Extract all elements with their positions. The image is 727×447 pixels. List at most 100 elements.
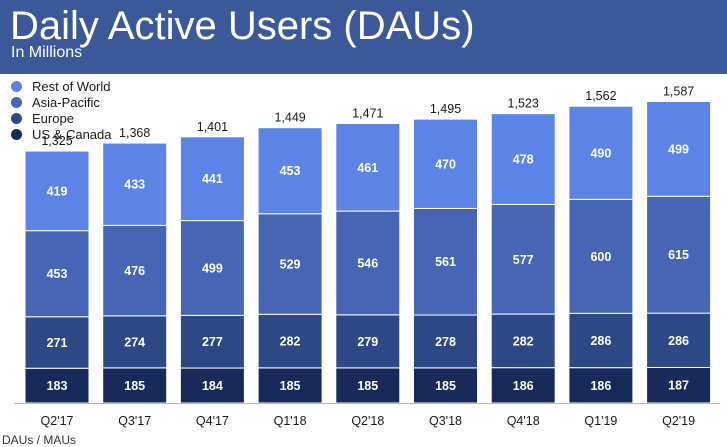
bar-value-label: 271 [47, 336, 68, 350]
bar-value-label: 185 [357, 379, 378, 393]
bar-value-label: 546 [357, 256, 378, 270]
bar-value-label: 453 [47, 267, 68, 281]
x-tick-label: Q4'18 [507, 414, 540, 428]
bar-segment-asia-pacific [257, 213, 323, 315]
bar-segment-rest-of-world [646, 100, 712, 197]
bar-value-label: 529 [280, 258, 301, 272]
legend-item-rest-of-world: Rest of World [11, 78, 112, 94]
legend-label: Asia-Pacific [32, 94, 100, 110]
legend-item-asia-pacific: Asia-Pacific [11, 94, 112, 110]
bar-segment-asia-pacific [490, 203, 556, 315]
bar-segment-us-canada [179, 367, 245, 404]
bar-total-label: 1,523 [508, 97, 539, 111]
bar-segment-us-canada [413, 367, 478, 404]
bar-value-label: 185 [280, 379, 301, 393]
bar-total-label: 1,401 [197, 120, 228, 134]
bar-segment-asia-pacific [102, 224, 168, 317]
bar-segment-asia-pacific [24, 230, 90, 318]
bar-value-label: 282 [513, 334, 534, 348]
bar-segment-rest-of-world [335, 123, 401, 212]
bar-value-label: 186 [513, 379, 534, 393]
bar-total-label: 1,495 [430, 102, 461, 116]
bar-value-label: 187 [668, 379, 689, 393]
chart-legend: Rest of World Asia-Pacific Europe US & C… [11, 78, 112, 142]
page-title: Daily Active Users (DAUs) [10, 4, 475, 48]
bar-value-label: 286 [590, 334, 611, 348]
bar-segment-us-canada [102, 367, 168, 404]
bar-segment-asia-pacific [646, 195, 712, 314]
bar-value-label: 183 [47, 379, 68, 393]
bar-value-label: 499 [668, 142, 689, 156]
legend-swatch-rest-of-world [11, 80, 22, 92]
bar-value-label: 600 [590, 250, 611, 264]
legend-label: Rest of World [32, 78, 111, 94]
bar-value-label: 185 [124, 379, 145, 393]
bar-segment-asia-pacific [335, 210, 401, 316]
bar-total-label: 1,325 [41, 134, 72, 148]
bar-value-label: 490 [590, 146, 611, 160]
legend-label: Europe [32, 110, 74, 126]
bar-value-label: 577 [513, 253, 534, 267]
bar-total-label: 1,449 [274, 111, 305, 125]
bar-segment-europe [335, 314, 401, 369]
x-tick-label: Q2'18 [351, 414, 384, 428]
bar-total-label: 1,562 [585, 89, 616, 103]
legend-item-europe: Europe [11, 110, 112, 126]
bar-value-label: 185 [435, 379, 456, 393]
bar-segment-rest-of-world [257, 127, 323, 215]
bar-value-label: 282 [280, 335, 301, 349]
bar-value-label: 615 [668, 248, 689, 262]
bar-value-label: 419 [47, 184, 68, 198]
bar-segment-us-canada [24, 367, 90, 404]
bar-segment-rest-of-world [413, 118, 478, 209]
legend-swatch-asia-pacific [11, 96, 22, 108]
x-tick-label: Q3'18 [429, 414, 462, 428]
bar-segment-rest-of-world [179, 136, 245, 222]
bar-value-label: 279 [357, 335, 378, 349]
legend-swatch-europe [11, 112, 22, 124]
bar-value-label: 453 [280, 164, 301, 178]
bar-segment-asia-pacific [413, 207, 478, 316]
bar-segment-europe [179, 314, 245, 369]
x-tick-label: Q3'17 [118, 414, 151, 428]
bar-value-label: 561 [435, 255, 456, 269]
bar-value-label: 278 [435, 335, 456, 349]
bar-value-label: 186 [590, 379, 611, 393]
legend-item-us-canada: US & Canada [11, 126, 112, 142]
x-tick-label: Q1'19 [584, 414, 617, 428]
bar-value-label: 461 [357, 161, 378, 175]
bar-value-label: 184 [202, 379, 223, 393]
legend-swatch-us-canada [11, 128, 22, 140]
bar-total-label: 1,368 [119, 126, 150, 140]
bar-segment-rest-of-world [568, 105, 634, 200]
x-tick-label: Q1'18 [274, 414, 307, 428]
bar-segment-rest-of-world [490, 113, 556, 205]
bar-segment-rest-of-world [24, 150, 90, 232]
bar-value-label: 433 [124, 178, 145, 192]
bar-segment-asia-pacific [179, 220, 245, 316]
bar-value-label: 286 [668, 334, 689, 348]
title-banner: Daily Active Users (DAUs) In Millions [0, 0, 727, 74]
bar-value-label: 441 [202, 172, 223, 186]
x-tick-label: Q2'17 [41, 414, 74, 428]
bar-segment-rest-of-world [102, 142, 168, 226]
footer-note: DAUs / MAUs [2, 433, 77, 447]
page-subtitle: In Millions [11, 44, 83, 61]
legend-label: US & Canada [32, 126, 112, 142]
bar-segment-europe [24, 316, 90, 369]
bar-total-label: 1,587 [663, 84, 694, 98]
bar-segment-europe [646, 312, 712, 368]
bar-segment-europe [257, 313, 323, 369]
bar-value-label: 476 [124, 264, 145, 278]
bar-segment-europe [490, 313, 556, 369]
bar-segment-us-canada [257, 367, 323, 404]
x-tick-label: Q4'17 [196, 414, 229, 428]
bar-value-label: 277 [202, 335, 223, 349]
bar-value-label: 274 [124, 335, 145, 349]
x-tick-label: Q2'19 [662, 414, 695, 428]
bar-value-label: 470 [435, 157, 456, 171]
bar-value-label: 478 [513, 153, 534, 167]
bar-total-label: 1,471 [352, 107, 383, 121]
bar-value-label: 499 [202, 262, 223, 276]
